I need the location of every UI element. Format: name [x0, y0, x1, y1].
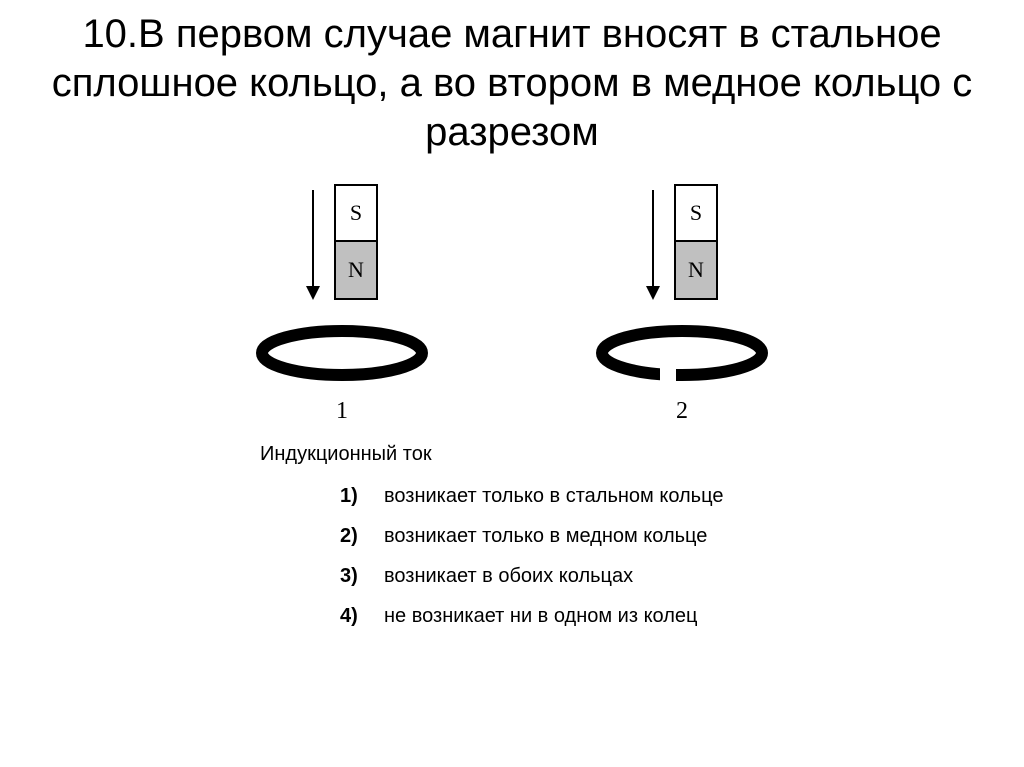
arrow-down-icon	[646, 190, 660, 300]
option-1-text: возникает только в стальном кольце	[384, 486, 723, 506]
ring-2-label: 2	[676, 398, 688, 425]
pole-s-label: S	[676, 186, 716, 242]
ring-split	[592, 322, 772, 384]
slide: 10.В первом случае магнит вносят в сталь…	[0, 0, 1024, 767]
answer-options: 1) возникает только в стальном кольце 2)…	[340, 486, 994, 626]
case-1: S N 1	[242, 162, 442, 425]
ring-solid	[252, 322, 432, 384]
magnet-group-1: S N	[306, 162, 378, 300]
option-1-number: 1)	[340, 486, 366, 506]
ring-1-label: 1	[336, 398, 348, 425]
pole-n-label: N	[676, 242, 716, 298]
option-1: 1) возникает только в стальном кольце	[340, 486, 994, 506]
option-2-text: возникает только в медном кольце	[384, 526, 707, 546]
magnet-group-2: S N	[646, 162, 718, 300]
option-4-text: не возникает ни в одном из колец	[384, 606, 698, 626]
option-3-text: возникает в обоих кольцах	[384, 566, 633, 586]
option-2: 2) возникает только в медном кольце	[340, 526, 994, 546]
option-2-number: 2)	[340, 526, 366, 546]
pole-n-label: N	[336, 242, 376, 298]
option-4-number: 4)	[340, 606, 366, 626]
bar-magnet-1: S N	[334, 184, 378, 300]
answers-caption: Индукционный ток	[260, 443, 994, 466]
option-4: 4) не возникает ни в одном из колец	[340, 606, 994, 626]
pole-s-label: S	[336, 186, 376, 242]
case-2: S N 2	[582, 162, 782, 425]
diagram-row: S N 1 S N	[30, 162, 994, 425]
option-3-number: 3)	[340, 566, 366, 586]
option-3: 3) возникает в обоих кольцах	[340, 566, 994, 586]
arrow-down-icon	[306, 190, 320, 300]
bar-magnet-2: S N	[674, 184, 718, 300]
question-title: 10.В первом случае магнит вносят в сталь…	[30, 10, 994, 156]
